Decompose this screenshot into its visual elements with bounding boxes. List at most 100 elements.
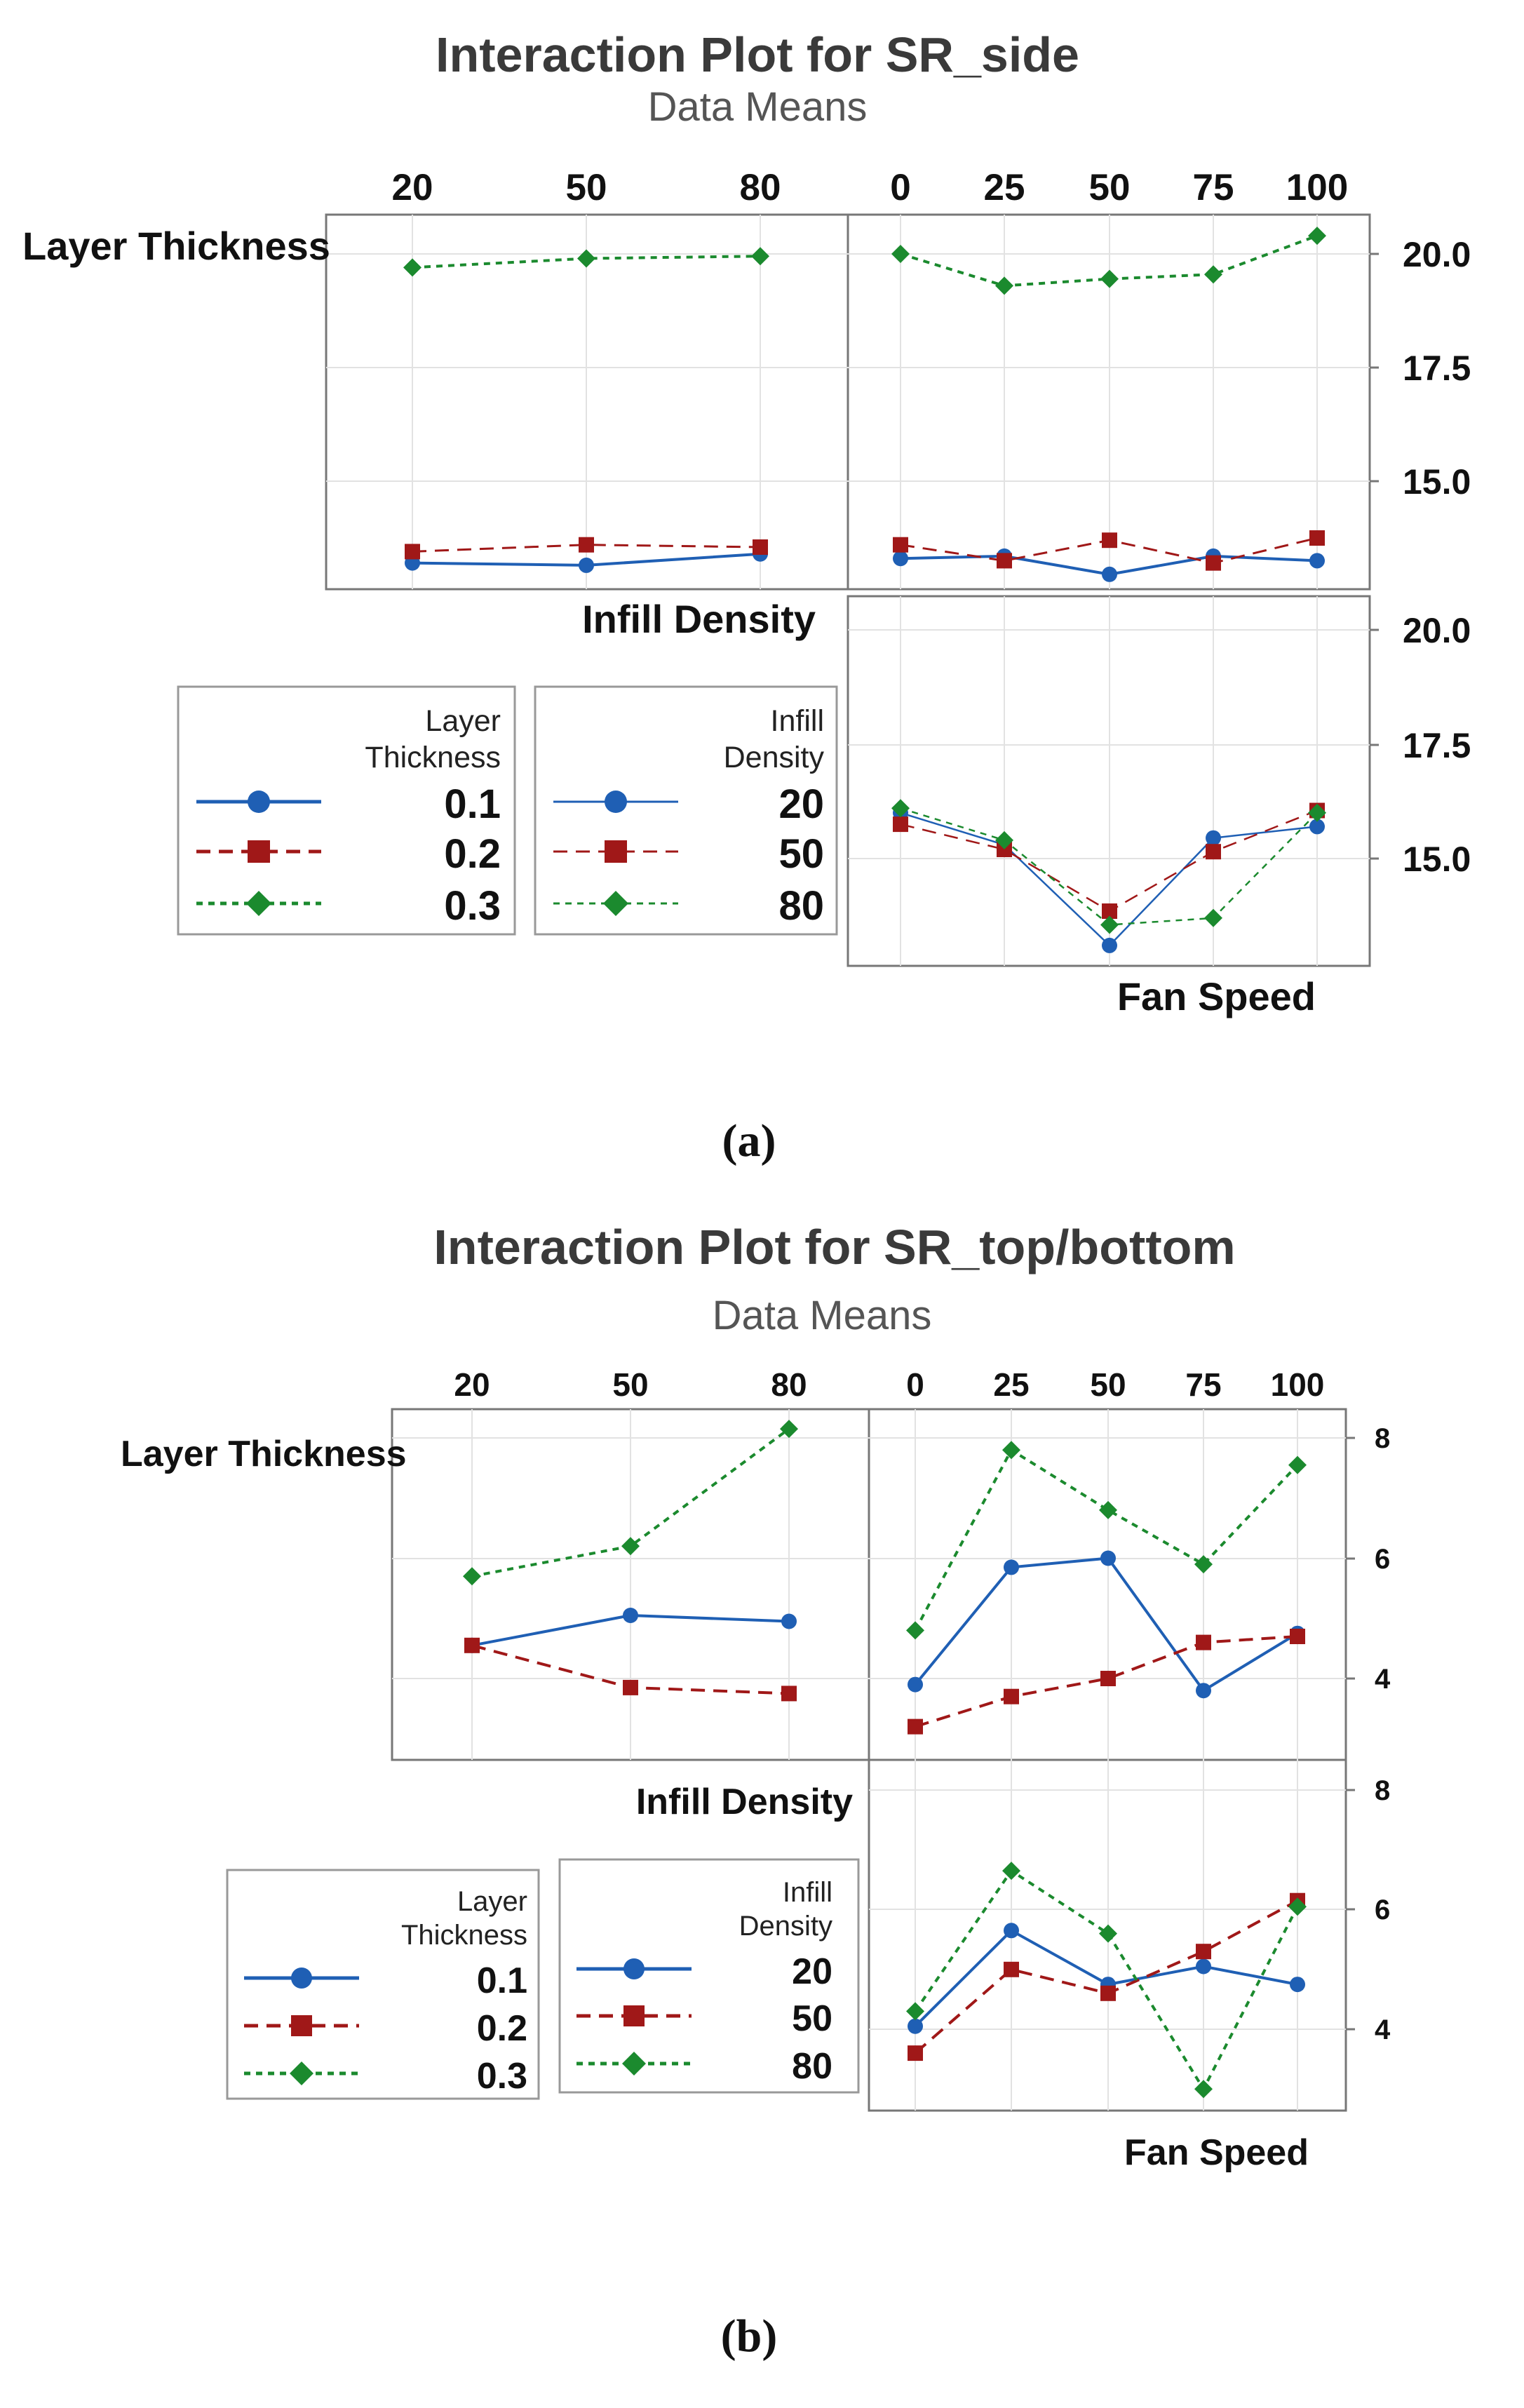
legend-value: 20: [792, 1951, 832, 1992]
legend-value: 80: [792, 2046, 832, 2087]
fan-speed-tick: 0: [906, 1366, 924, 1403]
data-point: [1288, 1455, 1307, 1474]
data-point: [1004, 1923, 1019, 1939]
data-point: [1002, 1862, 1020, 1881]
data-point: [464, 1637, 480, 1653]
infill-density-tick: 50: [612, 1366, 648, 1403]
y-tick-label: 15.0: [1403, 462, 1471, 502]
series-group-id-by-fs: [891, 799, 1326, 953]
data-point: [995, 830, 1013, 849]
data-point: [1004, 1688, 1019, 1704]
data-point: [1196, 1958, 1211, 1975]
y-tick-label: 20.0: [1403, 235, 1471, 274]
data-point: [997, 842, 1012, 857]
chart-title: Interaction Plot for SR_side: [436, 27, 1079, 82]
y-tick-label: 8: [1375, 1775, 1390, 1806]
infill-density-tick: 20: [392, 167, 433, 208]
data-point: [1100, 1985, 1116, 2001]
data-point: [1102, 903, 1117, 919]
fan-speed-tick: 100: [1271, 1366, 1325, 1403]
data-point: [1206, 555, 1221, 571]
data-point: [751, 247, 769, 266]
data-point: [1004, 1559, 1019, 1575]
data-point: [908, 1676, 923, 1693]
y-tick-label: 15.0: [1403, 840, 1471, 879]
data-point: [906, 2002, 924, 2021]
data-point: [623, 1679, 638, 1695]
series-line-0.2: [412, 544, 761, 553]
factor-label-layer-thickness: Layer Thickness: [121, 1434, 407, 1474]
chart-subtitle: Data Means: [648, 84, 868, 130]
series-group-lt-by-fs: [906, 1441, 1307, 1735]
data-point: [577, 249, 595, 268]
data-point: [995, 276, 1013, 295]
data-point: [403, 258, 422, 277]
fan-speed-tick: 50: [1090, 1366, 1126, 1403]
infill-density-tick: 20: [454, 1366, 490, 1403]
y-tick-label: 6: [1375, 1895, 1390, 1925]
data-point: [753, 539, 768, 555]
data-point: [908, 1718, 923, 1735]
data-point: [893, 537, 908, 553]
legend-marker: [248, 840, 270, 863]
fan-speed-tick: 25: [993, 1366, 1029, 1403]
y-tick-label: 20.0: [1403, 611, 1471, 650]
data-point: [1288, 1897, 1307, 1916]
legend-marker: [246, 891, 271, 916]
legend-title: Layer: [457, 1886, 527, 1917]
legend-marker: [291, 1968, 312, 1989]
data-point: [579, 557, 594, 573]
data-point: [997, 553, 1012, 569]
factor-label-infill-density: Infill Density: [636, 1782, 853, 1822]
fan-speed-tick: 75: [1193, 167, 1234, 208]
legend-title: Layer: [425, 704, 501, 738]
figure-caption: (a): [722, 1115, 776, 1166]
factor-label-fan-speed: Fan Speed: [1124, 2132, 1309, 2173]
y-tick-marks: [1346, 1437, 1355, 2031]
legend-marker: [623, 2005, 645, 2026]
legend-marker: [622, 2052, 646, 2076]
legend-value: 50: [792, 1998, 832, 2039]
series-line-0.3: [914, 1448, 1299, 1632]
legend-infill-density: Infill Density 20 50 80: [558, 1858, 860, 2094]
data-point: [1102, 566, 1117, 582]
series-line-0.3: [471, 1427, 790, 1578]
fan-speed-tick: 25: [984, 167, 1025, 208]
chart-subtitle: Data Means: [713, 1293, 932, 1338]
data-point: [1290, 1629, 1305, 1644]
series-line-0.3: [900, 234, 1318, 288]
data-point: [405, 544, 420, 560]
legend-marker: [248, 791, 270, 813]
y-tick-label: 4: [1375, 2014, 1391, 2045]
data-point: [463, 1567, 481, 1586]
legend-value: 20: [778, 781, 824, 827]
series-group-id-by-fs: [906, 1862, 1307, 2099]
y-tick-label: 4: [1375, 1664, 1391, 1695]
legend-marker: [623, 1958, 645, 1979]
data-point: [893, 551, 908, 567]
legend-marker: [605, 840, 627, 863]
data-point: [1100, 1671, 1116, 1686]
legend-title: Infill: [771, 704, 824, 738]
data-point: [1309, 553, 1325, 569]
data-point: [893, 816, 908, 833]
legend-title: Thickness: [365, 741, 501, 774]
fan-speed-tick: 50: [1089, 167, 1131, 208]
data-point: [1196, 1634, 1211, 1650]
series-line-80: [914, 1869, 1299, 2092]
chart-title: Interaction Plot for SR_top/bottom: [433, 1220, 1235, 1274]
data-point: [891, 799, 910, 818]
legend-value: 50: [778, 831, 824, 877]
series-group-lt-by-id: [403, 247, 769, 573]
data-point: [780, 1420, 798, 1439]
legend-marker: [603, 891, 628, 916]
data-point: [1206, 830, 1221, 846]
data-point: [1194, 2080, 1213, 2099]
data-point: [908, 2018, 923, 2034]
data-point: [1196, 1683, 1211, 1699]
figure-caption: (b): [721, 2311, 778, 2362]
legend-title: Infill: [783, 1877, 832, 1908]
data-point: [1204, 908, 1222, 927]
legend-marker: [290, 2061, 313, 2085]
